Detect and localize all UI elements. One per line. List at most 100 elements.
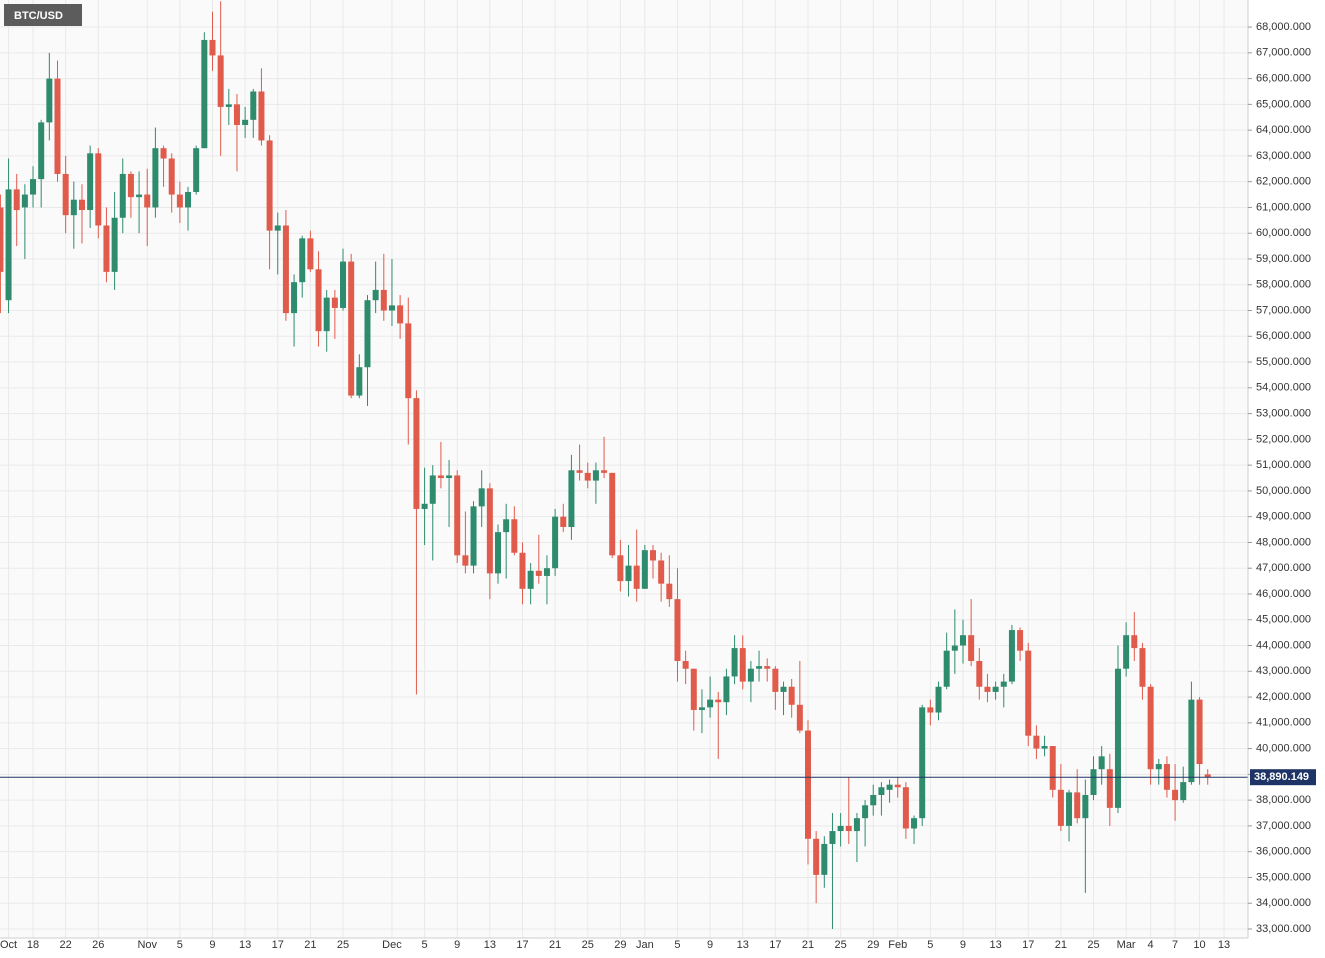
candle-body bbox=[764, 666, 771, 669]
candle-body bbox=[274, 225, 281, 231]
candle-body bbox=[1057, 789, 1064, 826]
candle-body bbox=[739, 648, 746, 682]
candle-body bbox=[1155, 764, 1162, 770]
x-tick-label: Jan bbox=[636, 939, 654, 951]
y-tick-label: 67,000.000 bbox=[1256, 47, 1311, 59]
candle-body bbox=[1172, 789, 1179, 801]
x-tick-label: 21 bbox=[1055, 939, 1067, 951]
x-tick-label: 17 bbox=[272, 939, 284, 951]
y-tick-label: 52,000.000 bbox=[1256, 433, 1311, 445]
y-tick-label: 66,000.000 bbox=[1256, 73, 1311, 85]
candle-body bbox=[658, 560, 665, 584]
candle-body bbox=[315, 269, 322, 332]
x-tick-label: 25 bbox=[337, 939, 349, 951]
candle-body bbox=[307, 238, 314, 270]
x-tick-label: 25 bbox=[582, 939, 594, 951]
x-tick-label: 22 bbox=[60, 939, 72, 951]
candle-body bbox=[78, 199, 85, 211]
candle-body bbox=[511, 519, 518, 553]
candle-body bbox=[674, 599, 681, 661]
candle-body bbox=[911, 818, 918, 829]
candle-body bbox=[641, 550, 648, 589]
y-tick-label: 46,000.000 bbox=[1256, 588, 1311, 600]
candle-body bbox=[894, 784, 901, 788]
candle-body bbox=[111, 217, 118, 272]
candle-body bbox=[592, 470, 599, 481]
y-tick-label: 44,000.000 bbox=[1256, 639, 1311, 651]
candle-body bbox=[560, 516, 567, 527]
candle-body bbox=[804, 730, 811, 839]
candle-body bbox=[715, 699, 722, 703]
candle-body bbox=[70, 199, 77, 216]
candle-body bbox=[788, 686, 795, 705]
candle-body bbox=[429, 475, 436, 504]
candle-body bbox=[503, 519, 510, 533]
candle-body bbox=[959, 635, 966, 646]
x-tick-label: 21 bbox=[802, 939, 814, 951]
x-tick-label: 13 bbox=[1218, 939, 1230, 951]
candle-body bbox=[1114, 668, 1121, 808]
candle-body bbox=[119, 173, 126, 218]
y-tick-label: 49,000.000 bbox=[1256, 511, 1311, 523]
candle-body bbox=[176, 194, 183, 208]
candle-body bbox=[666, 583, 673, 600]
x-tick-label: Feb bbox=[888, 939, 907, 951]
candle-body bbox=[584, 472, 591, 481]
x-tick-label: 9 bbox=[707, 939, 713, 951]
candle-body bbox=[38, 122, 45, 180]
candle-body bbox=[543, 568, 550, 576]
candle-body bbox=[233, 104, 240, 125]
candle-body bbox=[421, 503, 428, 509]
candle-body bbox=[13, 189, 20, 211]
candle-body bbox=[1041, 746, 1048, 749]
candle-body bbox=[698, 707, 705, 710]
candle-body bbox=[1180, 782, 1187, 801]
candle-body bbox=[217, 55, 224, 107]
candle-body bbox=[1066, 792, 1073, 826]
candle-body bbox=[397, 305, 404, 324]
candles bbox=[0, 1, 1248, 929]
candle-body bbox=[242, 119, 249, 125]
candle-body bbox=[1082, 794, 1089, 819]
candle-body bbox=[478, 488, 485, 507]
candle-body bbox=[136, 194, 143, 198]
x-tick-label: 7 bbox=[1172, 939, 1178, 951]
candle-body bbox=[331, 297, 338, 308]
candle-body bbox=[707, 699, 714, 708]
y-tick-label: 54,000.000 bbox=[1256, 382, 1311, 394]
candle-body bbox=[984, 686, 991, 692]
candle-body bbox=[609, 472, 616, 556]
candle-body bbox=[225, 104, 232, 107]
candle-body bbox=[1188, 699, 1195, 783]
candle-body bbox=[152, 148, 159, 208]
grid bbox=[0, 0, 1248, 938]
x-tick-label: 5 bbox=[422, 939, 428, 951]
axis-labels: 33,000.000 34,000.000 35,000.000 36,000.000… bbox=[0, 21, 1316, 951]
candle-body bbox=[95, 153, 102, 226]
candle-body bbox=[1196, 699, 1203, 765]
y-tick-label: 45,000.000 bbox=[1256, 614, 1311, 626]
candle-body bbox=[796, 704, 803, 731]
x-tick-label: 9 bbox=[960, 939, 966, 951]
candle-body bbox=[862, 805, 869, 819]
candle-body bbox=[813, 838, 820, 875]
candle-body bbox=[625, 565, 632, 582]
x-tick-label: 9 bbox=[209, 939, 215, 951]
y-tick-label: 61,000.000 bbox=[1256, 201, 1311, 213]
y-tick-label: 57,000.000 bbox=[1256, 304, 1311, 316]
candle-body bbox=[935, 686, 942, 713]
candle-body bbox=[845, 825, 852, 832]
x-tick-label: 29 bbox=[614, 939, 626, 951]
candle-body bbox=[364, 300, 371, 368]
candle-body bbox=[1017, 630, 1024, 651]
candle-body bbox=[168, 158, 175, 195]
candle-body bbox=[1049, 746, 1056, 790]
candle-body bbox=[919, 707, 926, 819]
candle-body bbox=[437, 475, 444, 479]
candle-body bbox=[127, 173, 134, 198]
candle-body bbox=[209, 39, 216, 56]
candle-body bbox=[348, 261, 355, 396]
x-tick-label: Nov bbox=[137, 939, 157, 951]
candle-body bbox=[951, 645, 958, 651]
candle-body bbox=[299, 238, 306, 283]
